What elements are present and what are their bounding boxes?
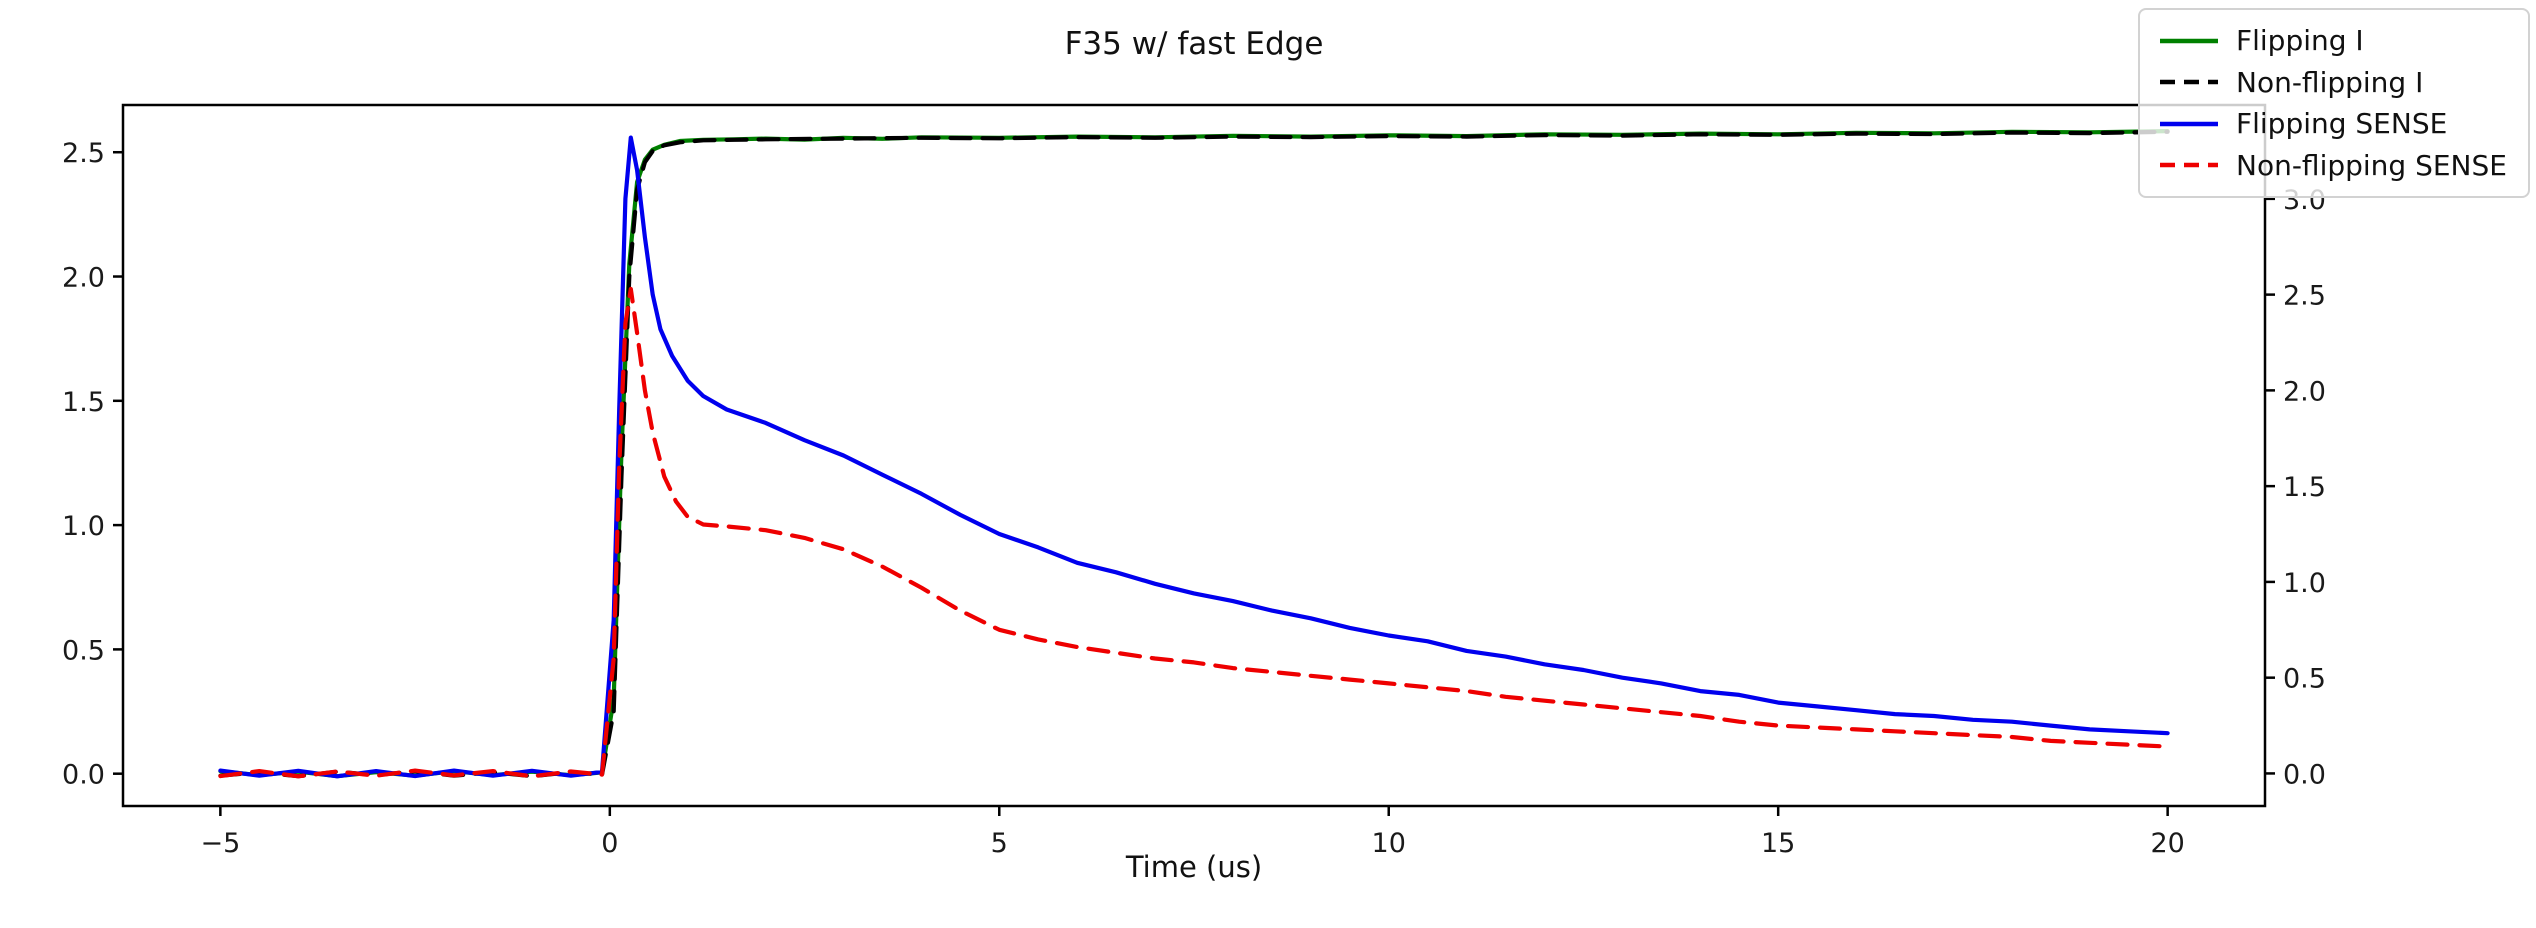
x-tick-label: 15 <box>1761 828 1795 859</box>
series-line-non-flipping-sense <box>218 286 2170 779</box>
right-tick-label: 1.0 <box>2283 568 2326 599</box>
chart-title: F35 w/ fast Edge <box>1064 26 1324 62</box>
left-tick-label: 1.5 <box>62 387 105 418</box>
x-tick-label: 0 <box>601 828 618 859</box>
legend-box: Flipping I Non-flipping I Flipping SENSE No… <box>2138 8 2530 198</box>
dashed-line-icon <box>2160 78 2218 86</box>
x-tick-label: −5 <box>200 828 240 859</box>
left-tick-label: 2.5 <box>62 138 105 169</box>
axes-spines <box>121 103 2267 808</box>
legend-label: Flipping I <box>2236 24 2364 58</box>
right-tick-label: 2.5 <box>2283 281 2326 312</box>
legend-label: Non-flipping SENSE <box>2236 148 2507 182</box>
series-line-flipping-sense <box>218 135 2170 779</box>
left-tick-label: 1.0 <box>62 511 105 542</box>
dashed-line-icon <box>2160 161 2218 169</box>
legend-entry: Flipping SENSE <box>2160 107 2508 140</box>
series-line-flipping-i <box>218 129 2170 779</box>
legend-label: Non-flipping I <box>2236 65 2424 99</box>
right-tick-label: 0.0 <box>2283 759 2326 790</box>
x-tick-label: 10 <box>1372 828 1406 859</box>
left-tick-label: 0.0 <box>62 760 105 791</box>
legend-entry: Non-flipping SENSE <box>2160 149 2508 182</box>
legend-entry: Non-flipping I <box>2160 66 2508 99</box>
x-axis-label: Time (us) <box>1125 850 1263 884</box>
x-tick-label: 5 <box>991 828 1008 859</box>
left-tick-label: 0.5 <box>62 635 105 666</box>
right-tick-label: 0.5 <box>2283 664 2326 695</box>
legend-entry: Flipping I <box>2160 24 2508 57</box>
series-line-non-flipping-i <box>218 129 2170 779</box>
x-tick-label: 20 <box>2150 828 2184 859</box>
right-tick-label: 1.5 <box>2283 472 2326 503</box>
solid-line-icon <box>2160 120 2218 128</box>
right-tick-label: 2.0 <box>2283 376 2326 407</box>
left-tick-label: 2.0 <box>62 263 105 294</box>
solid-line-icon <box>2160 37 2218 45</box>
legend-label: Flipping SENSE <box>2236 107 2448 141</box>
